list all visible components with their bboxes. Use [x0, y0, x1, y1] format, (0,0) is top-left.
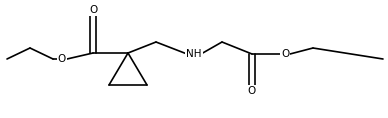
Text: O: O	[89, 5, 97, 15]
Text: NH: NH	[186, 49, 202, 59]
Text: O: O	[281, 49, 289, 59]
Text: O: O	[58, 54, 66, 64]
Text: O: O	[248, 86, 256, 96]
